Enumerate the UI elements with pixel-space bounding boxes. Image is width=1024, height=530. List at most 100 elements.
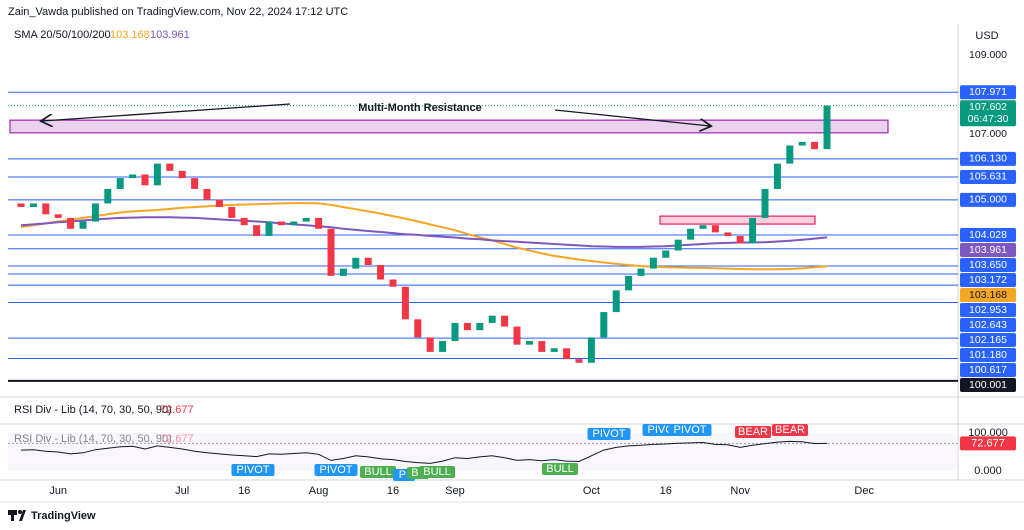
signal-tag <box>419 466 455 478</box>
candle <box>203 188 211 200</box>
x-tick-label: Sep <box>445 485 465 497</box>
candle <box>662 250 670 258</box>
price-label-bg <box>960 318 1016 333</box>
annotation-arrow <box>42 103 291 121</box>
price-label-bg <box>960 333 1016 348</box>
rsi-line <box>20 440 828 464</box>
candle <box>29 203 37 208</box>
candle <box>649 257 657 269</box>
candle <box>277 221 285 226</box>
candle <box>749 217 757 244</box>
price-label: 100.617 <box>969 364 1007 376</box>
signal-label: BULL <box>423 466 451 478</box>
candle <box>724 232 732 237</box>
candle <box>773 163 781 189</box>
candle <box>414 319 422 338</box>
x-tick-label: 16 <box>387 485 399 497</box>
rsi-value-bg <box>960 436 1016 451</box>
legend-value: 103.168 <box>110 29 150 41</box>
price-label-bg <box>960 303 1016 318</box>
price-label: 102.165 <box>969 334 1007 346</box>
price-label-bg <box>960 273 1016 288</box>
candle <box>91 203 99 222</box>
price-label-bg <box>960 85 1016 100</box>
candle <box>352 257 360 269</box>
candle <box>191 178 199 189</box>
signal-tag <box>542 463 578 475</box>
y-tick-label: 107.000 <box>969 128 1007 140</box>
price-label: 106.130 <box>969 153 1007 165</box>
price-label: 104.028 <box>969 229 1007 241</box>
candle <box>364 257 372 265</box>
price-label: 103.168 <box>969 289 1007 301</box>
price-label: 103.650 <box>969 259 1007 271</box>
signal-label: BULL <box>546 463 574 475</box>
price-label: 100.001 <box>969 379 1007 391</box>
signal-tag <box>735 426 771 438</box>
footer: TradingView <box>31 510 96 522</box>
indicator-label: SMA 20/50/100/200 <box>14 29 111 41</box>
rsi-axis-value: 72.677 <box>971 437 1005 449</box>
y-tick-label: 109.000 <box>969 49 1007 61</box>
candle <box>798 141 806 146</box>
price-label: 103.961 <box>969 244 1007 256</box>
price-label: 105.631 <box>969 171 1007 183</box>
price-label: 102.643 <box>969 319 1007 331</box>
candle <box>17 203 25 208</box>
candle <box>463 322 471 331</box>
candle <box>401 286 409 320</box>
candle <box>302 217 310 222</box>
signal-tag <box>772 424 808 436</box>
candle <box>215 199 223 208</box>
candle <box>290 221 298 226</box>
candle <box>426 337 434 352</box>
candle <box>166 163 174 171</box>
candle <box>129 174 137 179</box>
candle <box>501 315 509 327</box>
x-tick-label: Jul <box>175 485 189 497</box>
price-label: 105.000 <box>969 194 1007 206</box>
zone <box>659 215 816 225</box>
price-label-bg <box>960 288 1016 303</box>
rsi-value: 72.677 <box>160 404 194 416</box>
price-label: 103.172 <box>969 274 1007 286</box>
x-tick-label: 16 <box>238 485 250 497</box>
rsi-tick-label: 0.000 <box>974 465 1002 477</box>
countdown: 06:47:30 <box>968 113 1009 125</box>
candle <box>315 217 323 229</box>
x-tick-label: Aug <box>309 485 329 497</box>
price-label-bg <box>960 169 1016 184</box>
signal-label: BULL <box>364 466 392 478</box>
price-label: 107.602 <box>969 101 1007 113</box>
candle <box>600 312 608 338</box>
logo <box>8 510 26 521</box>
signal-tag <box>360 466 396 478</box>
rsi-tick-label: 100.000 <box>968 427 1008 439</box>
signal-tag <box>668 424 712 436</box>
price-label-bg <box>960 228 1016 243</box>
candle <box>104 188 112 204</box>
currency: USD <box>975 30 998 42</box>
price-label-bg <box>960 100 1016 127</box>
candle <box>178 170 186 179</box>
candle <box>42 203 50 215</box>
x-tick-label: 16 <box>660 485 672 497</box>
signal-label: PI <box>399 469 409 481</box>
rsi-label: RSI Div - Lib (14, 70, 30, 50, 90) <box>14 404 172 416</box>
signal-tag <box>231 464 275 476</box>
candle <box>116 178 124 189</box>
candle <box>513 326 521 345</box>
candle <box>476 322 484 331</box>
candle <box>823 105 831 150</box>
signal-tag <box>314 464 358 476</box>
candle <box>625 275 633 291</box>
candle <box>612 290 620 313</box>
x-tick-label: Dec <box>854 485 874 497</box>
candle <box>637 268 645 276</box>
candle <box>153 163 161 186</box>
candle <box>550 348 558 352</box>
candle <box>240 217 248 226</box>
candle <box>736 236 744 244</box>
price-label-bg <box>960 348 1016 363</box>
